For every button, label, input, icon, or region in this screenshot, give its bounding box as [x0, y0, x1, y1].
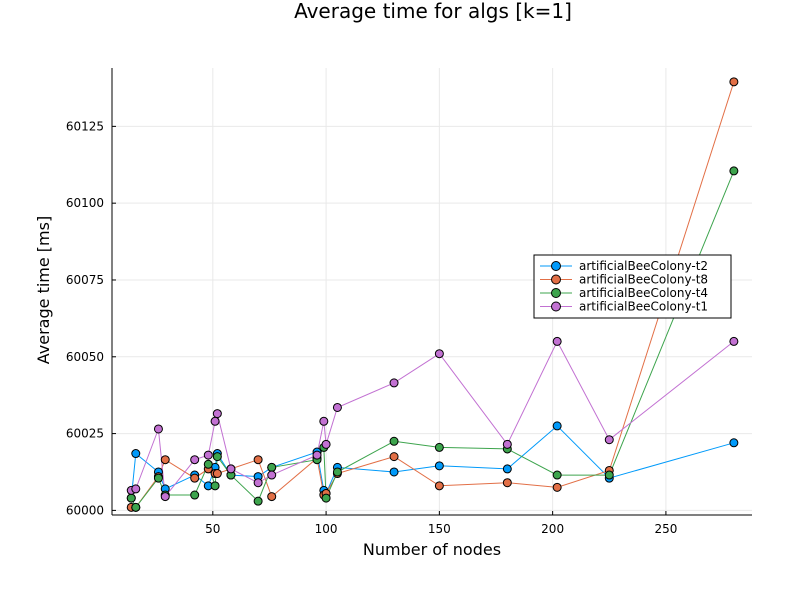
- data-point-artificialBeeColony-t1: [253, 478, 263, 488]
- data-point-artificialBeeColony-t1: [226, 464, 236, 474]
- legend-marker-artificialBeeColony-t1: [551, 301, 561, 312]
- legend-label: artificialBeeColony-t1: [579, 300, 708, 314]
- data-point-artificialBeeColony-t8: [212, 469, 222, 479]
- data-point-artificialBeeColony-t8: [389, 452, 399, 462]
- x-tick-label: 150: [428, 522, 451, 536]
- x-axis-label: Number of nodes: [363, 540, 501, 559]
- data-point-artificialBeeColony-t4: [203, 459, 213, 469]
- data-point-artificialBeeColony-t1: [321, 439, 331, 449]
- data-point-artificialBeeColony-t8: [729, 77, 739, 87]
- x-tick-label: 200: [541, 522, 564, 536]
- data-point-artificialBeeColony-t4: [267, 462, 277, 472]
- data-point-artificialBeeColony-t1: [319, 416, 329, 426]
- axes: [111, 68, 752, 516]
- data-point-artificialBeeColony-t8: [190, 473, 200, 483]
- data-point-artificialBeeColony-t4: [552, 470, 562, 480]
- data-point-artificialBeeColony-t4: [434, 442, 444, 452]
- x-tick-label: 50: [205, 522, 220, 536]
- data-point-artificialBeeColony-t2: [131, 449, 141, 459]
- data-point-artificialBeeColony-t4: [389, 436, 399, 446]
- data-point-artificialBeeColony-t2: [552, 421, 562, 431]
- y-tick-label: 60050: [66, 350, 104, 364]
- data-point-artificialBeeColony-t8: [434, 481, 444, 491]
- grid: [112, 68, 752, 515]
- data-point-artificialBeeColony-t1: [212, 409, 222, 419]
- data-point-artificialBeeColony-t1: [203, 450, 213, 460]
- data-point-artificialBeeColony-t4: [126, 493, 136, 503]
- series-layer: [126, 77, 739, 512]
- legend-label: artificialBeeColony-t8: [579, 273, 708, 287]
- data-point-artificialBeeColony-t2: [729, 438, 739, 448]
- x-tick-label: 250: [654, 522, 677, 536]
- data-point-artificialBeeColony-t4: [210, 481, 220, 491]
- data-point-artificialBeeColony-t1: [153, 424, 163, 434]
- y-tick-label: 60000: [66, 503, 104, 517]
- legend-label: artificialBeeColony-t2: [579, 259, 708, 273]
- data-point-artificialBeeColony-t1: [389, 378, 399, 388]
- y-axis-label: Average time [ms]: [34, 216, 53, 364]
- data-point-artificialBeeColony-t8: [552, 482, 562, 492]
- data-point-artificialBeeColony-t2: [389, 467, 399, 477]
- y-tick-label: 60075: [66, 273, 104, 287]
- data-point-artificialBeeColony-t4: [321, 493, 331, 503]
- data-point-artificialBeeColony-t4: [604, 470, 614, 480]
- legend-marker-artificialBeeColony-t2: [551, 261, 561, 271]
- data-point-artificialBeeColony-t1: [552, 336, 562, 346]
- data-point-artificialBeeColony-t4: [729, 166, 739, 176]
- data-point-artificialBeeColony-t2: [502, 464, 512, 474]
- data-point-artificialBeeColony-t4: [153, 473, 163, 483]
- legend-marker-artificialBeeColony-t4: [551, 288, 561, 298]
- data-point-artificialBeeColony-t8: [267, 492, 277, 502]
- data-point-artificialBeeColony-t8: [502, 478, 512, 488]
- data-point-artificialBeeColony-t1: [210, 416, 220, 426]
- data-point-artificialBeeColony-t4: [253, 496, 263, 506]
- data-point-artificialBeeColony-t4: [131, 502, 141, 512]
- data-point-artificialBeeColony-t1: [604, 435, 614, 445]
- data-point-artificialBeeColony-t4: [332, 467, 342, 477]
- y-tick-label: 60100: [66, 196, 104, 210]
- data-point-artificialBeeColony-t1: [434, 349, 444, 359]
- legend: artificialBeeColony-t2artificialBeeColon…: [533, 254, 732, 319]
- data-point-artificialBeeColony-t1: [312, 450, 322, 460]
- y-tick-label: 60125: [66, 119, 104, 133]
- data-point-artificialBeeColony-t1: [502, 439, 512, 449]
- y-tick-label: 60025: [66, 427, 104, 441]
- data-point-artificialBeeColony-t4: [212, 452, 222, 462]
- data-point-artificialBeeColony-t1: [190, 455, 200, 465]
- series-markers: [126, 77, 739, 512]
- data-point-artificialBeeColony-t2: [434, 461, 444, 471]
- data-point-artificialBeeColony-t8: [253, 455, 263, 465]
- data-point-artificialBeeColony-t1: [267, 470, 277, 480]
- data-point-artificialBeeColony-t1: [131, 484, 141, 494]
- chart-title: Average time for algs [k=1]: [294, 0, 572, 23]
- legend-marker-artificialBeeColony-t8: [551, 274, 561, 285]
- data-point-artificialBeeColony-t1: [332, 402, 342, 412]
- data-point-artificialBeeColony-t1: [160, 492, 170, 502]
- x-tick-label: 100: [315, 522, 338, 536]
- data-point-artificialBeeColony-t1: [729, 336, 739, 346]
- ticks: 50 100 150 200 250 60000 60025 60050 60075 60100 6…: [66, 119, 678, 536]
- legend-label: artificialBeeColony-t4: [579, 286, 708, 300]
- data-point-artificialBeeColony-t4: [190, 490, 200, 500]
- data-point-artificialBeeColony-t8: [160, 455, 170, 465]
